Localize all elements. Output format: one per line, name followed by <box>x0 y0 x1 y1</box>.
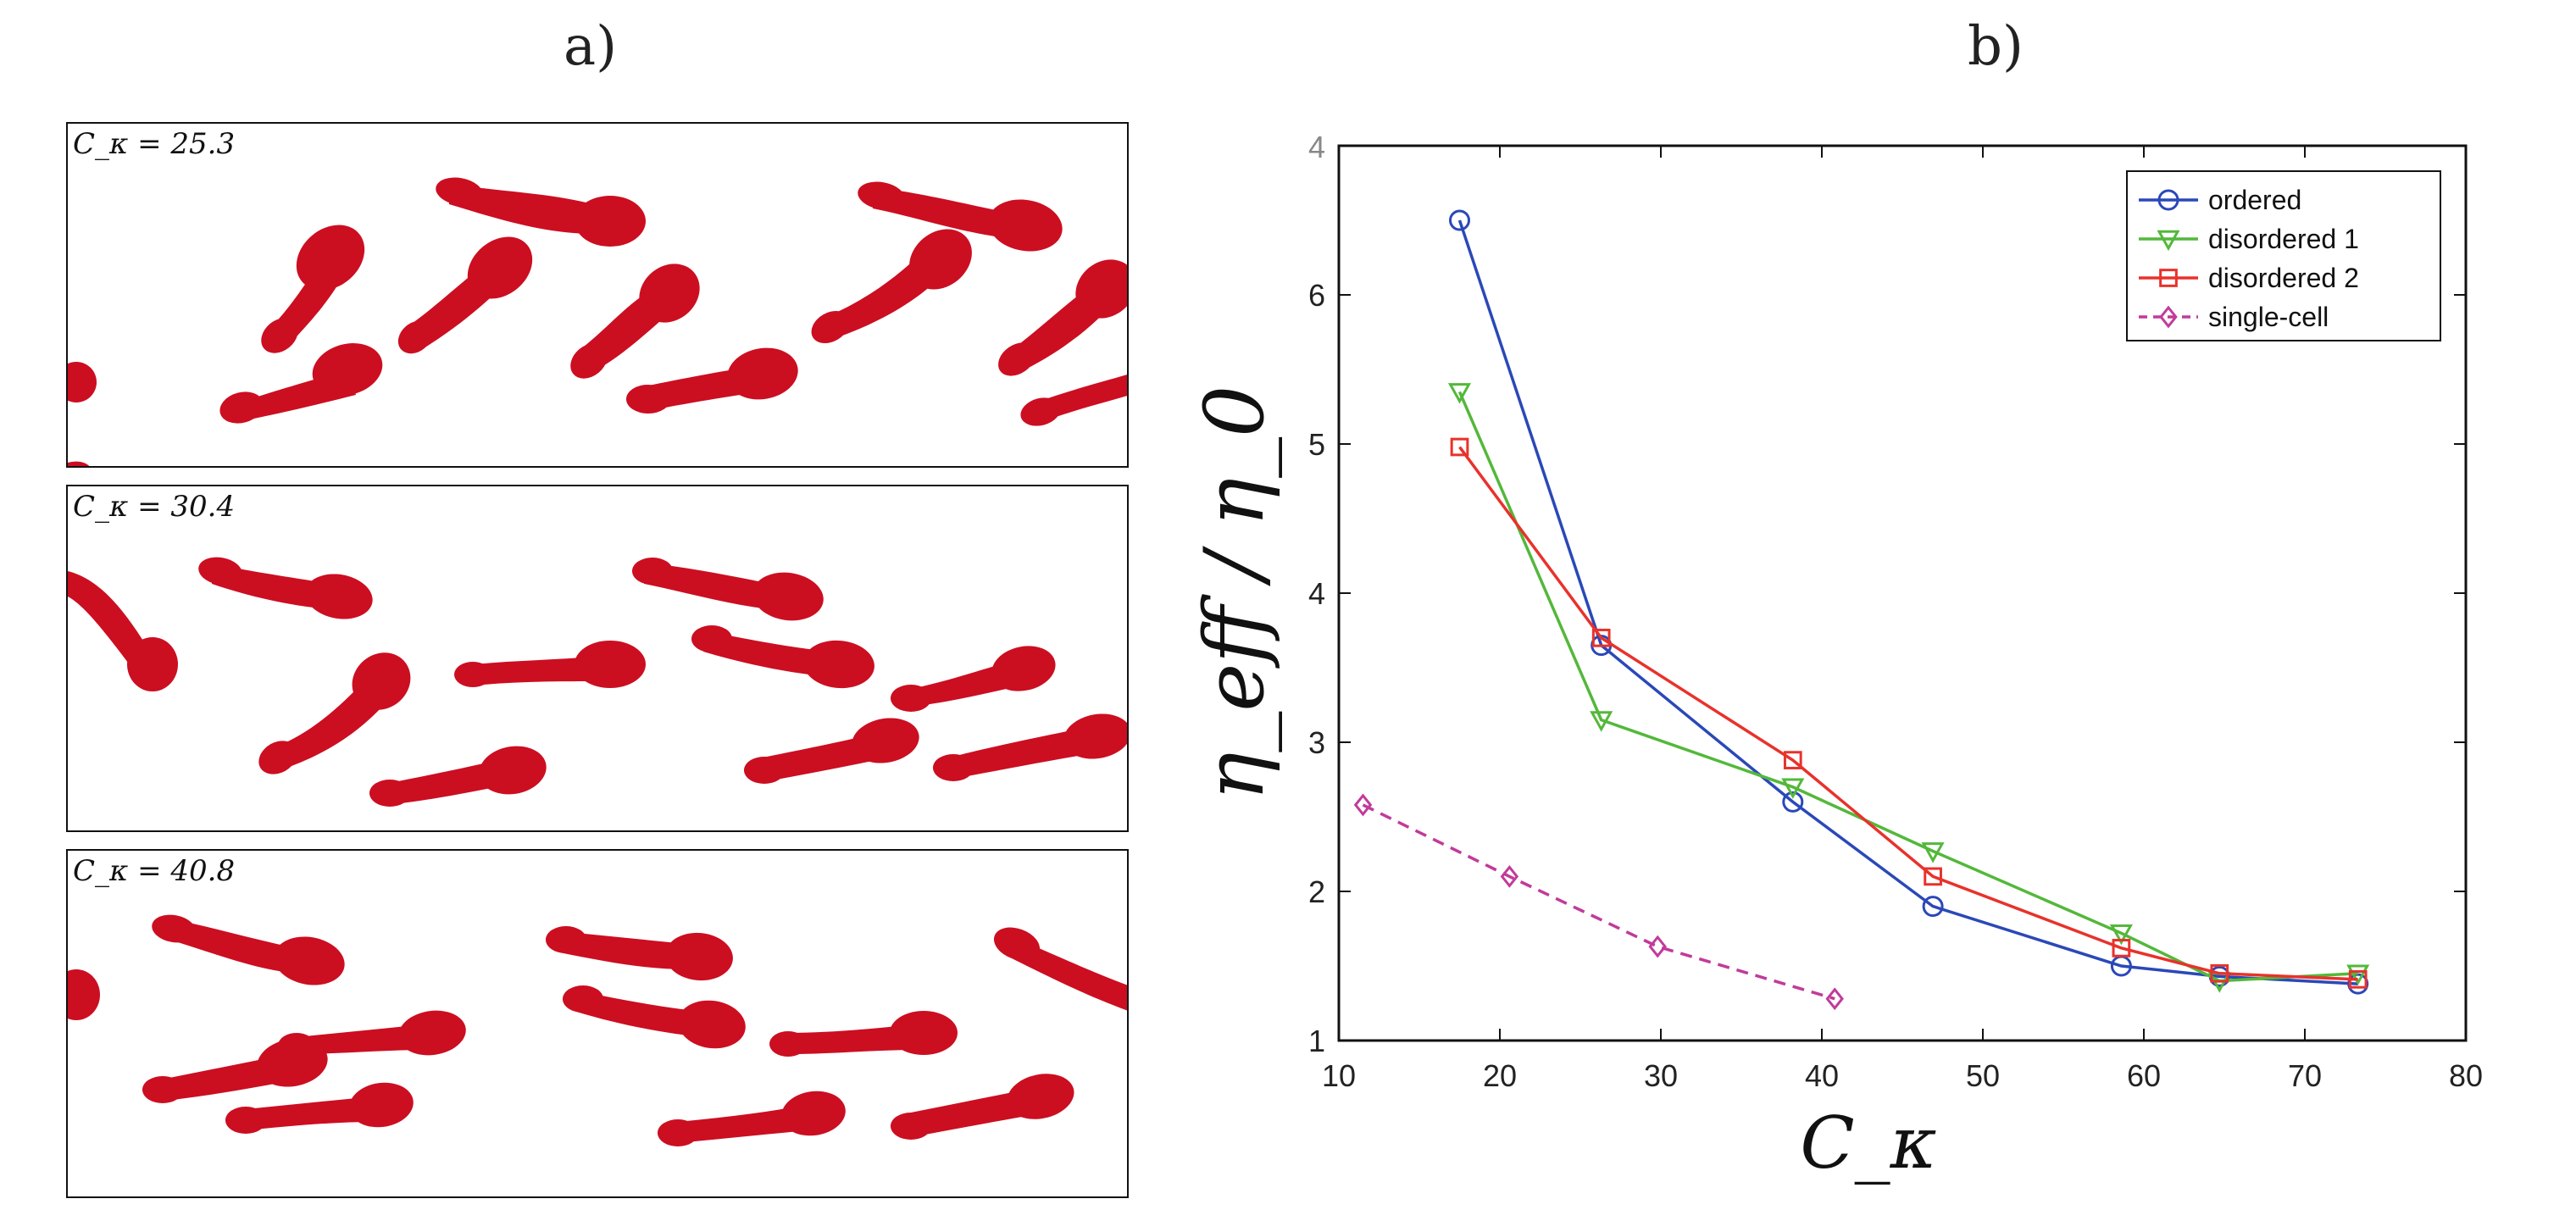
cell-snapshot-2 <box>68 557 1127 807</box>
data-point <box>2346 964 2370 985</box>
y-tick-label-top: 4 <box>1308 130 1325 164</box>
viscosity-chart: 10 20 30 40 50 60 70 80 1 2 3 4 5 6 4 ordered disordere… <box>1169 85 2576 1207</box>
series-line-disordered-1 <box>1457 391 2358 983</box>
legend-entry: single-cell <box>2208 302 2329 332</box>
data-point <box>1921 842 1945 863</box>
legend-entry: ordered <box>2208 185 2301 215</box>
legend-marker <box>2159 305 2178 329</box>
snapshot-panel-1: C_κ = 25.3 <box>66 122 1129 468</box>
y-tick-label: 5 <box>1308 427 1325 462</box>
cell-snapshot-1 <box>68 177 1127 466</box>
legend-marker <box>2157 189 2179 211</box>
data-point <box>1781 778 1805 799</box>
panel-b-label: b) <box>1968 15 2024 78</box>
data-point <box>1825 987 1844 1011</box>
x-tick-label: 40 <box>1805 1058 1839 1093</box>
data-point <box>1447 383 1472 404</box>
x-tick-label: 70 <box>2288 1058 2322 1093</box>
data-point <box>1648 935 1667 958</box>
data-point <box>1500 864 1519 888</box>
data-point <box>1782 791 1804 813</box>
y-tick-label: 6 <box>1308 278 1325 313</box>
x-tick-label: 20 <box>1483 1058 1517 1093</box>
snapshot-label-3: C_κ = 40.8 <box>73 854 236 888</box>
x-tick-label: 10 <box>1322 1058 1356 1093</box>
x-tick-label: 60 <box>2127 1058 2161 1093</box>
data-point <box>2348 969 2368 989</box>
data-point <box>1924 867 1942 886</box>
legend-entry: disordered 2 <box>2208 263 2359 293</box>
data-point <box>1590 711 1613 732</box>
data-point <box>1449 209 1470 231</box>
x-tick-label: 50 <box>1966 1058 2000 1093</box>
cell-snapshot-3 <box>68 914 1127 1146</box>
snapshot-label-1: C_κ = 25.3 <box>73 127 236 161</box>
data-point <box>1922 896 1944 918</box>
x-axis-label: C_κ <box>1800 1102 1936 1185</box>
panel-a-label: a) <box>564 15 618 78</box>
y-tick-label: 2 <box>1308 874 1325 909</box>
y-tick-label: 4 <box>1308 576 1325 611</box>
y-tick-label: 3 <box>1308 725 1325 760</box>
y-tick-label: 1 <box>1308 1024 1325 1058</box>
series-line-disordered-2 <box>1458 446 2358 981</box>
data-point <box>1591 628 1611 647</box>
snapshot-panel-3: C_κ = 40.8 <box>66 849 1129 1198</box>
x-tick-label: 30 <box>1644 1058 1678 1093</box>
data-point <box>1450 437 1469 457</box>
legend-marker <box>2157 230 2180 252</box>
legend-marker <box>2159 269 2178 287</box>
snapshot-panel-2: C_κ = 30.4 <box>66 485 1129 832</box>
data-point <box>1353 793 1373 817</box>
data-point <box>2109 924 2133 946</box>
x-tick-label: 80 <box>2449 1058 2483 1093</box>
legend-entry: disordered 1 <box>2208 224 2359 254</box>
series-line-single-cell <box>1362 803 1835 1001</box>
data-point <box>2210 963 2229 983</box>
data-point <box>1783 751 1802 769</box>
data-point <box>2112 939 2131 957</box>
y-axis-label: η_eff / η_0 <box>1187 386 1282 801</box>
chart-svg: 10 20 30 40 50 60 70 80 1 2 3 4 5 6 4 ordered disordere… <box>1187 130 2483 1185</box>
snapshot-label-2: C_κ = 30.4 <box>73 490 236 524</box>
